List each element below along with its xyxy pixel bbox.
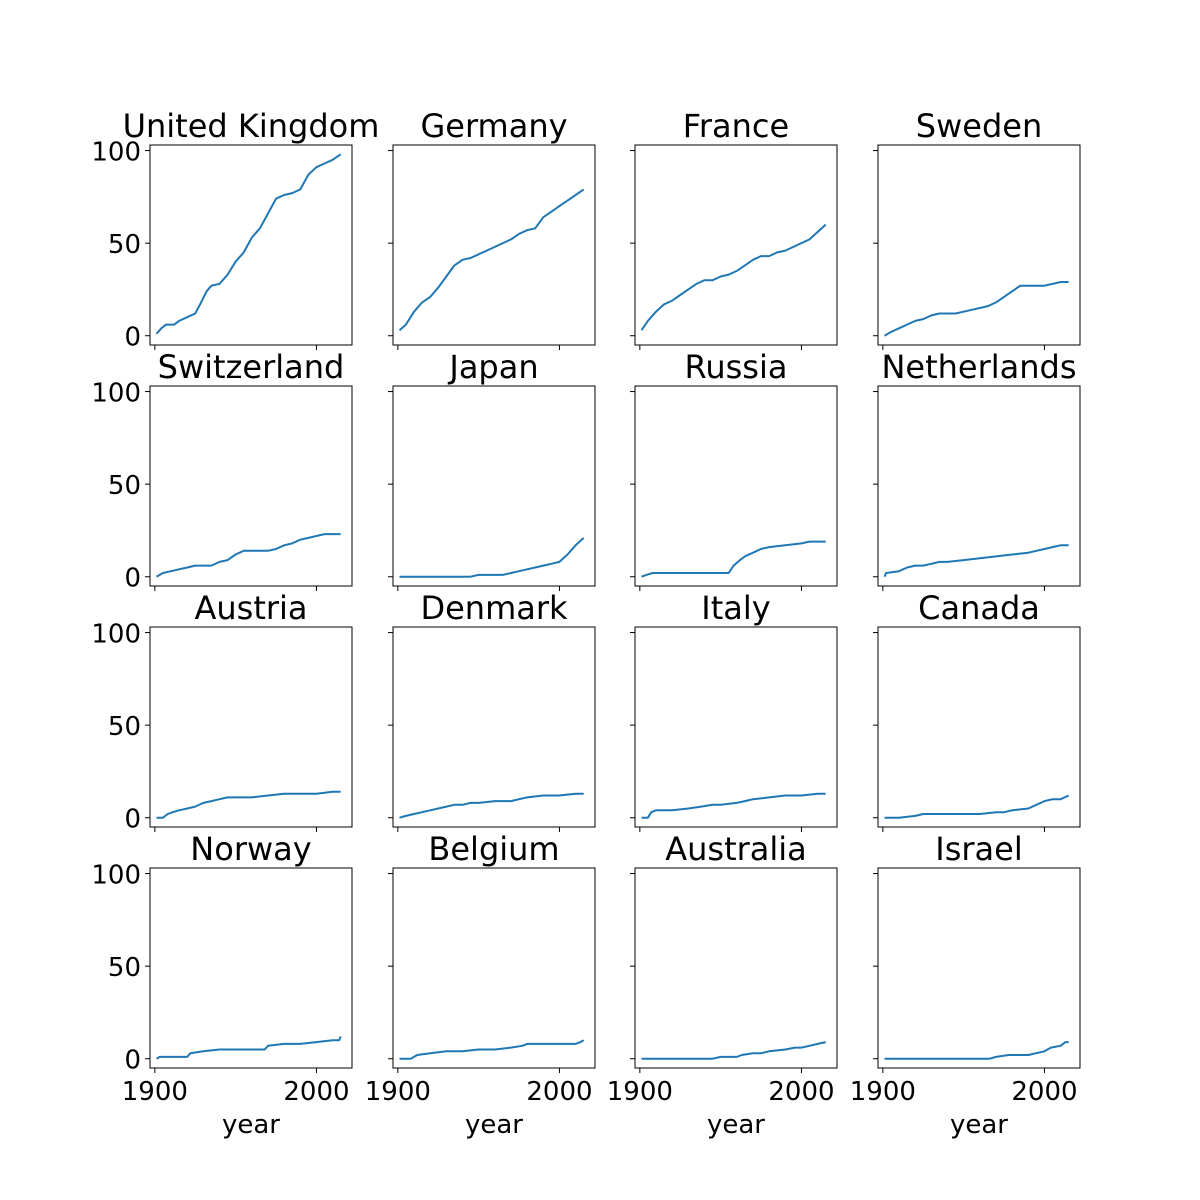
y-tick-label: 100 <box>91 379 141 409</box>
subplot-netherlands: Netherlands <box>873 348 1081 591</box>
subplot-germany: Germany <box>388 107 596 350</box>
x-tick-label: 2000 <box>283 1077 349 1107</box>
y-tick-label: 0 <box>124 323 141 353</box>
subplot-title: Canada <box>918 589 1040 627</box>
axes-frame <box>149 867 353 1069</box>
subplot-canada: Canada <box>873 589 1081 832</box>
subplot-france: France <box>630 107 838 350</box>
axes-frame <box>877 385 1081 587</box>
subplot-title: France <box>683 107 789 145</box>
axes-frame <box>149 626 353 828</box>
series-line <box>156 1036 342 1060</box>
series-line <box>641 792 826 819</box>
subplot-denmark: Denmark <box>388 589 596 832</box>
y-tick-label: 50 <box>108 953 141 983</box>
x-tick-label: 1900 <box>607 1077 673 1107</box>
series-line <box>641 1041 826 1060</box>
x-tick-label: 1900 <box>365 1077 431 1107</box>
y-tick-label: 50 <box>108 230 141 260</box>
series-line <box>155 533 341 578</box>
y-tick-label: 100 <box>91 138 141 168</box>
subplot-title: Germany <box>420 107 567 145</box>
subplot-switzerland: Switzerland 0 50 100 <box>91 348 353 594</box>
x-axis-label: year <box>465 1110 523 1140</box>
axes-frame <box>634 867 838 1069</box>
axes-frame <box>392 144 596 346</box>
subplot-title: Belgium <box>428 830 559 868</box>
y-tick-label: 0 <box>124 564 141 594</box>
axes-frame <box>634 626 838 828</box>
subplot-russia: Russia <box>630 348 838 591</box>
subplot-austria: Austria 0 50 100 <box>91 589 353 835</box>
series-line <box>883 544 1069 578</box>
series-line <box>399 537 585 578</box>
x-axis-label: year <box>707 1110 765 1140</box>
y-tick-label: 50 <box>108 712 141 742</box>
subplot-title: Italy <box>701 589 770 627</box>
x-tick-label: 1900 <box>850 1077 916 1107</box>
axes-frame <box>149 385 353 587</box>
subplot-title: Japan <box>447 348 538 386</box>
series-line <box>155 153 342 335</box>
y-tick-label: 0 <box>124 1046 141 1076</box>
subplot-title: Russia <box>685 348 788 386</box>
series-line <box>156 790 341 819</box>
axes-frame <box>634 385 838 587</box>
x-tick-label: 2000 <box>768 1077 834 1107</box>
y-tick-label: 0 <box>124 805 141 835</box>
subplot-title: Switzerland <box>158 348 345 386</box>
subplot-sweden: Sweden <box>873 107 1081 350</box>
subplot-japan: Japan <box>388 348 596 591</box>
series-line <box>884 1041 1069 1060</box>
series-line <box>640 223 827 331</box>
subplot-title: Netherlands <box>881 348 1076 386</box>
subplot-title: Norway <box>190 830 311 868</box>
series-line <box>883 281 1069 337</box>
subplot-title: Austria <box>194 589 307 627</box>
y-tick-label: 50 <box>108 471 141 501</box>
series-line <box>398 188 585 331</box>
axes-frame <box>392 867 596 1069</box>
series-line <box>399 1039 585 1060</box>
axes-frame <box>877 867 1081 1069</box>
axes-frame <box>877 626 1081 828</box>
subplot-title: Israel <box>935 830 1022 868</box>
subplot-title: Australia <box>665 830 807 868</box>
subplot-title: United Kingdom <box>123 107 380 145</box>
subplot-title: Sweden <box>916 107 1042 145</box>
x-tick-label: 2000 <box>1011 1077 1077 1107</box>
y-tick-label: 100 <box>91 620 141 650</box>
axes-frame <box>392 626 596 828</box>
y-tick-label: 100 <box>91 861 141 891</box>
subplot-united-kingdom: United Kingdom 0 50 100 <box>91 107 379 353</box>
series-line <box>399 792 584 819</box>
subplot-title: Denmark <box>420 589 568 627</box>
series-line <box>641 540 826 578</box>
series-line <box>884 794 1070 819</box>
subplot-italy: Italy <box>630 589 838 832</box>
x-axis-label: year <box>222 1110 280 1140</box>
axes-frame <box>634 144 838 346</box>
axes-frame <box>392 385 596 587</box>
x-tick-label: 2000 <box>526 1077 592 1107</box>
axes-frame <box>877 144 1081 346</box>
axes-frame <box>149 144 353 346</box>
x-tick-label: 1900 <box>122 1077 188 1107</box>
x-axis-label: year <box>950 1110 1008 1140</box>
